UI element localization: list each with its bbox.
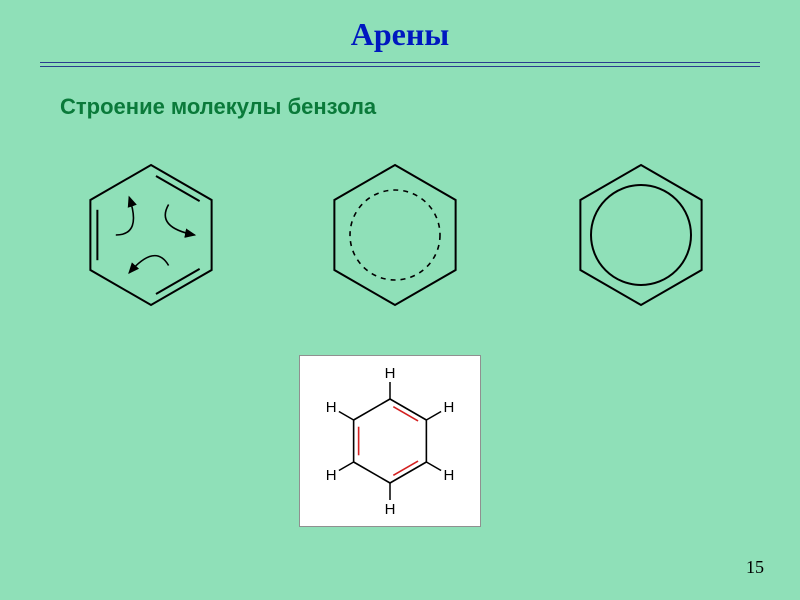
benzene-kekule-arrows-icon (66, 150, 236, 320)
svg-text:H: H (443, 399, 454, 416)
page-title: Арены (0, 16, 800, 53)
benzene-structural-svg: H H H H H H (300, 356, 480, 526)
benzene-dashed-circle-icon (310, 150, 480, 320)
underline-line-2 (40, 66, 760, 67)
subtitle-text: Строение молекулы бензола (60, 94, 376, 119)
title-underline (40, 62, 760, 67)
svg-text:H: H (385, 365, 396, 382)
subtitle: Строение молекулы бензола (60, 94, 376, 120)
svg-text:H: H (326, 399, 337, 416)
svg-text:H: H (385, 501, 396, 518)
page-number-text: 15 (746, 557, 764, 577)
title-text: Арены (351, 16, 450, 52)
underline-line-1 (40, 62, 760, 63)
svg-text:H: H (443, 467, 454, 484)
benzene-structural-formula: H H H H H H (299, 355, 481, 527)
page-number: 15 (746, 557, 764, 578)
slide: Арены Строение молекулы бензола H H H H H H 1… (0, 0, 800, 600)
svg-text:H: H (326, 467, 337, 484)
benzene-solid-circle-icon (556, 150, 726, 320)
